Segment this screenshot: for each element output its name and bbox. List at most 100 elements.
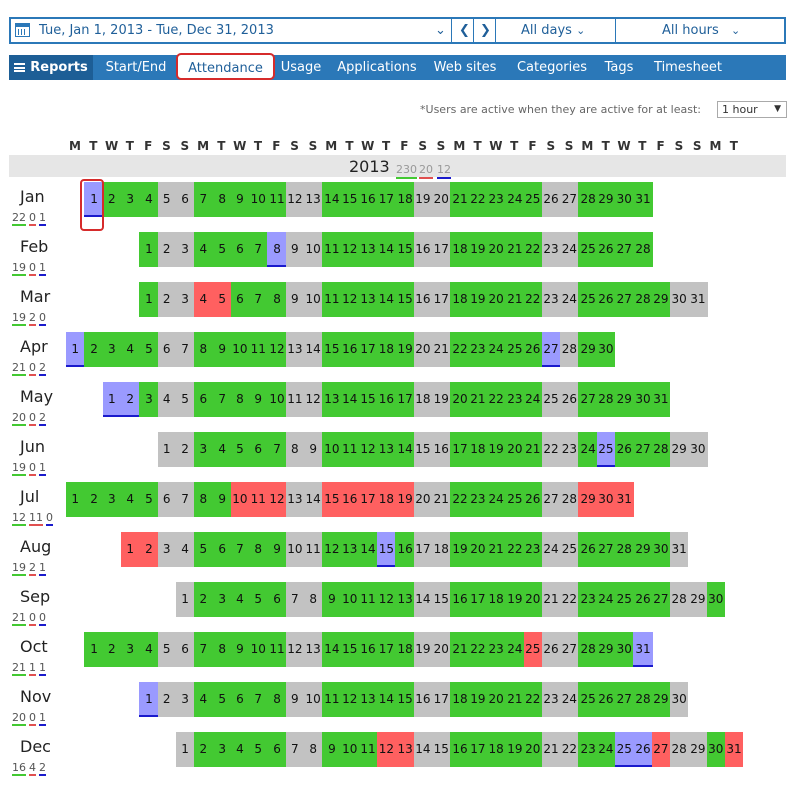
- day-cell-worked[interactable]: 11: [358, 732, 378, 767]
- day-cell-weekend[interactable]: 6: [157, 482, 176, 517]
- day-cell-worked[interactable]: 27: [633, 432, 653, 467]
- day-cell-worked[interactable]: 16: [377, 382, 396, 417]
- day-cell-weekend[interactable]: 8: [285, 432, 305, 467]
- day-cell-worked[interactable]: 8: [267, 682, 287, 717]
- day-cell-worked[interactable]: 7: [249, 682, 268, 717]
- day-cell-worked[interactable]: 10: [340, 582, 359, 617]
- day-cell-worked[interactable]: 13: [358, 282, 378, 317]
- day-cell-weekend[interactable]: 9: [285, 232, 305, 267]
- day-cell-worked[interactable]: 10: [249, 632, 268, 667]
- day-cell-worked[interactable]: 14: [377, 682, 396, 717]
- day-cell-worked[interactable]: 19: [505, 582, 525, 617]
- day-cell-worked[interactable]: 14: [377, 282, 396, 317]
- day-cell-weekend[interactable]: 25: [541, 382, 561, 417]
- day-cell-absent[interactable]: 31: [724, 732, 744, 767]
- day-cell-worked[interactable]: 10: [340, 732, 359, 767]
- day-cell-weekend[interactable]: 6: [157, 332, 176, 367]
- day-cell-weekend[interactable]: 27: [560, 632, 579, 667]
- day-cell-weekend[interactable]: 9: [285, 282, 305, 317]
- day-cell-worked[interactable]: 13: [358, 232, 378, 267]
- day-cell-worked[interactable]: 30: [615, 632, 634, 667]
- day-cell-worked[interactable]: 25: [505, 332, 525, 367]
- day-cell-weekend[interactable]: 26: [560, 382, 579, 417]
- day-cell-weekend[interactable]: 28: [669, 732, 689, 767]
- day-cell-worked[interactable]: 24: [486, 482, 506, 517]
- day-cell-weekend[interactable]: 2: [157, 232, 176, 267]
- day-cell-weekend[interactable]: 12: [285, 182, 305, 217]
- day-cell-weekend[interactable]: 7: [175, 482, 195, 517]
- day-cell-weekend[interactable]: 28: [560, 332, 579, 367]
- day-cell-worked[interactable]: 3: [212, 582, 232, 617]
- day-cell-worked[interactable]: 23: [468, 332, 488, 367]
- day-cell-weekend[interactable]: 13: [285, 482, 305, 517]
- day-cell-worked[interactable]: 5: [230, 432, 250, 467]
- day-cell-worked[interactable]: 9: [322, 582, 342, 617]
- day-cell-worked[interactable]: 3: [139, 382, 159, 417]
- day-cell-weekend[interactable]: 28: [560, 482, 579, 517]
- day-cell-worked[interactable]: 15: [395, 232, 415, 267]
- day-cell-worked[interactable]: 13: [340, 532, 359, 567]
- day-cell-weekend[interactable]: 27: [560, 182, 579, 217]
- day-cell-partial[interactable]: 26: [633, 732, 653, 767]
- day-cell-worked[interactable]: 3: [120, 182, 140, 217]
- day-cell-weekend[interactable]: 23: [541, 282, 561, 317]
- day-cell-worked[interactable]: 27: [651, 582, 671, 617]
- day-cell-weekend[interactable]: 17: [432, 282, 451, 317]
- day-cell-weekend[interactable]: 29: [669, 432, 689, 467]
- day-cell-weekend[interactable]: 20: [413, 482, 433, 517]
- day-cell-weekend[interactable]: 3: [175, 282, 195, 317]
- day-cell-weekend[interactable]: 22: [560, 582, 579, 617]
- day-cell-weekend[interactable]: 29: [688, 732, 708, 767]
- day-cell-weekend[interactable]: 24: [560, 282, 579, 317]
- day-cell-weekend[interactable]: 15: [432, 732, 451, 767]
- day-cell-worked[interactable]: 28: [596, 382, 616, 417]
- day-cell-worked[interactable]: 11: [322, 682, 342, 717]
- day-cell-partial[interactable]: 2: [120, 382, 140, 417]
- day-cell-worked[interactable]: 24: [578, 432, 598, 467]
- day-cell-worked[interactable]: 6: [212, 532, 232, 567]
- day-cell-worked[interactable]: 18: [468, 432, 488, 467]
- day-cell-partial[interactable]: 1: [66, 332, 85, 367]
- day-cell-weekend[interactable]: 5: [157, 632, 176, 667]
- day-cell-weekend[interactable]: 23: [560, 432, 579, 467]
- day-cell-weekend[interactable]: 31: [669, 532, 689, 567]
- day-cell-worked[interactable]: 1: [84, 632, 104, 667]
- day-cell-worked[interactable]: 25: [505, 482, 525, 517]
- day-cell-worked[interactable]: 24: [486, 332, 506, 367]
- day-cell-worked[interactable]: 21: [450, 632, 470, 667]
- day-cell-worked[interactable]: 10: [230, 332, 250, 367]
- day-cell-worked[interactable]: 20: [505, 432, 525, 467]
- day-cell-worked[interactable]: 19: [468, 282, 488, 317]
- day-cell-absent[interactable]: 12: [267, 482, 287, 517]
- day-cell-worked[interactable]: 26: [578, 532, 598, 567]
- day-cell-worked[interactable]: 12: [358, 432, 378, 467]
- day-cell-worked[interactable]: 7: [267, 432, 287, 467]
- day-cell-worked[interactable]: 11: [322, 282, 342, 317]
- day-cell-worked[interactable]: 10: [249, 182, 268, 217]
- day-cell-partial[interactable]: 15: [377, 532, 396, 567]
- day-cell-worked[interactable]: 20: [486, 282, 506, 317]
- day-cell-worked[interactable]: 17: [377, 632, 396, 667]
- day-cell-worked[interactable]: 16: [340, 332, 359, 367]
- day-cell-worked[interactable]: 17: [358, 332, 378, 367]
- day-cell-worked[interactable]: 28: [651, 432, 671, 467]
- day-cell-weekend[interactable]: 5: [157, 182, 176, 217]
- day-cell-worked[interactable]: 24: [505, 182, 525, 217]
- day-cell-worked[interactable]: 6: [194, 382, 213, 417]
- day-cell-weekend[interactable]: 16: [432, 432, 451, 467]
- day-cell-weekend[interactable]: 12: [285, 632, 305, 667]
- day-cell-worked[interactable]: 26: [523, 332, 542, 367]
- day-cell-worked[interactable]: 2: [84, 482, 104, 517]
- day-cell-worked[interactable]: 6: [249, 432, 268, 467]
- day-cell-worked[interactable]: 2: [194, 732, 213, 767]
- day-cell-worked[interactable]: 13: [377, 432, 396, 467]
- calendar-icon[interactable]: [15, 23, 30, 37]
- day-cell-worked[interactable]: 17: [468, 732, 488, 767]
- day-cell-worked[interactable]: 15: [340, 632, 359, 667]
- day-cell-worked[interactable]: 6: [267, 582, 287, 617]
- day-cell-worked[interactable]: 14: [395, 432, 415, 467]
- day-cell-worked[interactable]: 7: [194, 182, 213, 217]
- day-cell-worked[interactable]: 21: [450, 182, 470, 217]
- day-cell-worked[interactable]: 8: [230, 382, 250, 417]
- day-cell-worked[interactable]: 29: [651, 282, 671, 317]
